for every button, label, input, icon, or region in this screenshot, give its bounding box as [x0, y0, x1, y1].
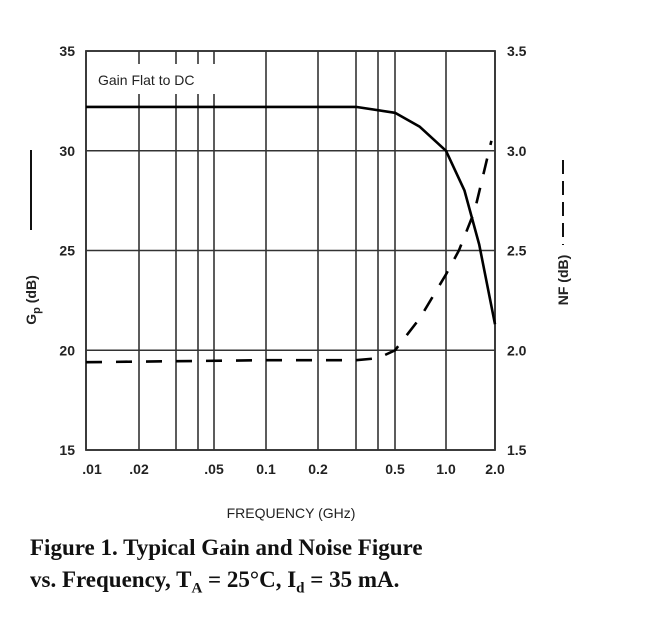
y-right-tick-label: 3.5: [507, 43, 527, 59]
y-left-tick-label: 35: [59, 43, 75, 59]
x-tick-label: 0.2: [308, 461, 328, 477]
x-axis-label: FREQUENCY (GHz): [227, 505, 356, 521]
caption-line-1: Figure 1. Typical Gain and Noise Figure: [30, 535, 423, 560]
noise-figure-series-line: [85, 140, 493, 364]
annotation-text: Gain Flat to DC: [98, 72, 194, 88]
caption-text: = 35 mA.: [304, 567, 400, 592]
caption-line-2: vs. Frequency, TA = 25°C, Id = 35 mA.: [30, 567, 399, 598]
y-left-tick-label: 30: [59, 143, 75, 159]
caption-sub: d: [296, 580, 305, 597]
caption-sub: A: [191, 580, 203, 597]
plot-frame: [85, 50, 496, 451]
x-tick-label: 0.1: [256, 461, 276, 477]
y-left-axis-label: Gp (dB): [23, 275, 43, 325]
x-tick-label: 1.0: [436, 461, 456, 477]
y-right-tick-label: 3.0: [507, 143, 527, 159]
x-tick-label: .01: [82, 461, 102, 477]
gain-series-line: [86, 105, 497, 325]
x-tick-label: 2.0: [485, 461, 505, 477]
y-right-tick-label: 2.5: [507, 243, 527, 259]
annotation-background: [88, 64, 258, 94]
y-right-tick-label: 2.0: [507, 342, 527, 358]
x-tick-label: .05: [204, 461, 224, 477]
x-tick-label: .02: [129, 461, 149, 477]
y-left-tick-label: 25: [59, 243, 75, 259]
y-right-axis-label: NF (dB): [555, 255, 571, 306]
caption-text: = 25°C, I: [202, 567, 297, 592]
y-right-tick-label: 1.5: [507, 442, 527, 458]
caption-text: vs. Frequency, T: [30, 567, 192, 592]
y-left-tick-label: 15: [59, 442, 75, 458]
y-left-tick-label: 20: [59, 342, 75, 358]
x-tick-label: 0.5: [385, 461, 405, 477]
